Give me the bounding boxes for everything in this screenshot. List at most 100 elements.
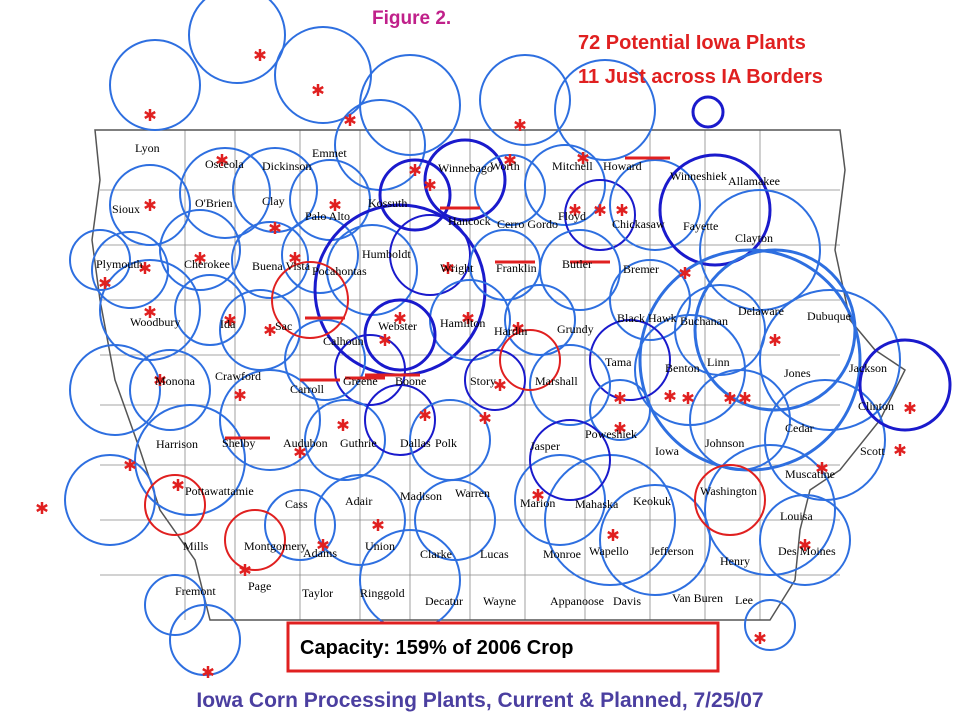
capacity-text: Capacity: 159% of 2006 Crop — [300, 637, 573, 659]
county-label: Jefferson — [650, 544, 694, 558]
county-label: Ida — [220, 317, 236, 331]
plant-marker — [216, 154, 228, 166]
county-label: Decatur — [425, 594, 463, 608]
county-label: Ringgold — [360, 586, 405, 600]
marker-stroke — [312, 85, 324, 95]
header-line: 72 Potential Iowa Plants — [578, 32, 806, 54]
marker-stroke — [577, 153, 589, 163]
plant-marker — [144, 109, 156, 121]
county-label: Worth — [490, 159, 520, 173]
marker-stroke — [372, 520, 384, 530]
county-label: Boone — [395, 374, 426, 388]
marker-stroke — [616, 205, 628, 215]
marker-stroke — [569, 205, 581, 215]
plant-circle — [174, 274, 246, 346]
plant-circle — [658, 153, 772, 267]
county-label: Wright — [440, 261, 474, 275]
marker-stroke — [724, 393, 736, 403]
plant-marker — [317, 539, 329, 551]
marker-stroke — [289, 253, 301, 263]
marker-stroke — [424, 180, 436, 190]
plant-circle — [539, 229, 621, 311]
county-label: Franklin — [496, 261, 537, 275]
county-label: Madison — [400, 489, 442, 503]
capacity-box — [286, 621, 720, 673]
marker-stroke — [317, 540, 329, 550]
county-label: Delaware — [738, 304, 784, 318]
county-label: Audubon — [283, 436, 328, 450]
plant-circle — [694, 464, 766, 536]
plant-circle — [429, 279, 511, 361]
county-label: Page — [248, 579, 271, 593]
plant-circle — [504, 284, 576, 356]
plant-circle — [334, 334, 406, 406]
county-label: Poweshiek — [585, 427, 637, 441]
county-label: Mitchell — [552, 159, 593, 173]
marker-stroke — [139, 263, 151, 273]
county-label: Calhoun — [323, 334, 364, 348]
marker-stroke — [36, 503, 48, 513]
plant-marker — [254, 49, 266, 61]
county-label: Jasper — [530, 439, 560, 453]
plant-marker — [569, 204, 581, 216]
plant-circle — [423, 138, 507, 222]
plant-markers — [36, 49, 916, 678]
county-label: Des Moines — [778, 544, 836, 558]
plant-marker — [514, 119, 526, 131]
county-label: Sac — [275, 319, 292, 333]
marker-stroke — [799, 540, 811, 550]
plant-circle — [529, 344, 611, 426]
county-label: Clay — [262, 194, 285, 208]
plant-circle — [364, 384, 436, 456]
marker-stroke — [682, 393, 694, 403]
marker-stroke — [594, 205, 606, 215]
county-label: Mills — [183, 539, 209, 553]
plant-marker — [172, 479, 184, 491]
plant-marker — [289, 252, 301, 264]
marker-stroke — [99, 278, 111, 288]
marker-stroke — [442, 263, 454, 273]
plant-marker — [577, 152, 589, 164]
plant-circle — [274, 26, 372, 124]
county-label: Webster — [378, 319, 417, 333]
plant-marker — [234, 389, 246, 401]
county-label: Linn — [707, 355, 730, 369]
county-label: Adair — [345, 494, 372, 508]
marker-stroke — [479, 413, 491, 423]
plant-circles — [64, 0, 952, 676]
plant-marker — [409, 164, 421, 176]
plant-circle — [188, 0, 286, 84]
marker-stroke — [216, 155, 228, 165]
plant-circle — [704, 444, 836, 576]
plant-circle — [378, 158, 452, 232]
plant-circle — [693, 248, 857, 412]
plant-marker — [202, 666, 214, 678]
marker-stroke — [532, 490, 544, 500]
plant-marker — [239, 564, 251, 576]
county-label: Lyon — [135, 141, 160, 155]
county-label: Harrison — [156, 437, 198, 451]
county-label: Monona — [155, 374, 196, 388]
county-label: Clinton — [858, 399, 894, 413]
county-label: Palo Alto — [305, 209, 350, 223]
plant-marker — [754, 632, 766, 644]
plant-marker — [294, 446, 306, 458]
county-label: Lucas — [480, 547, 509, 561]
marker-stroke — [239, 565, 251, 575]
county-label: Wayne — [483, 594, 516, 608]
plant-circle — [589, 319, 671, 401]
marker-stroke — [294, 447, 306, 457]
plant-marker — [512, 322, 524, 334]
county-label: Buena Vista — [252, 259, 311, 273]
county-label: Emmet — [312, 146, 347, 160]
marker-stroke — [254, 50, 266, 60]
county-label: Jones — [784, 366, 811, 380]
county-label: Cass — [285, 497, 308, 511]
marker-stroke — [739, 393, 751, 403]
plant-marker — [424, 179, 436, 191]
figure-label: Figure 2. — [372, 8, 451, 29]
plant-circle — [69, 229, 131, 291]
county-label: Marion — [520, 496, 555, 510]
marker-stroke — [202, 667, 214, 677]
